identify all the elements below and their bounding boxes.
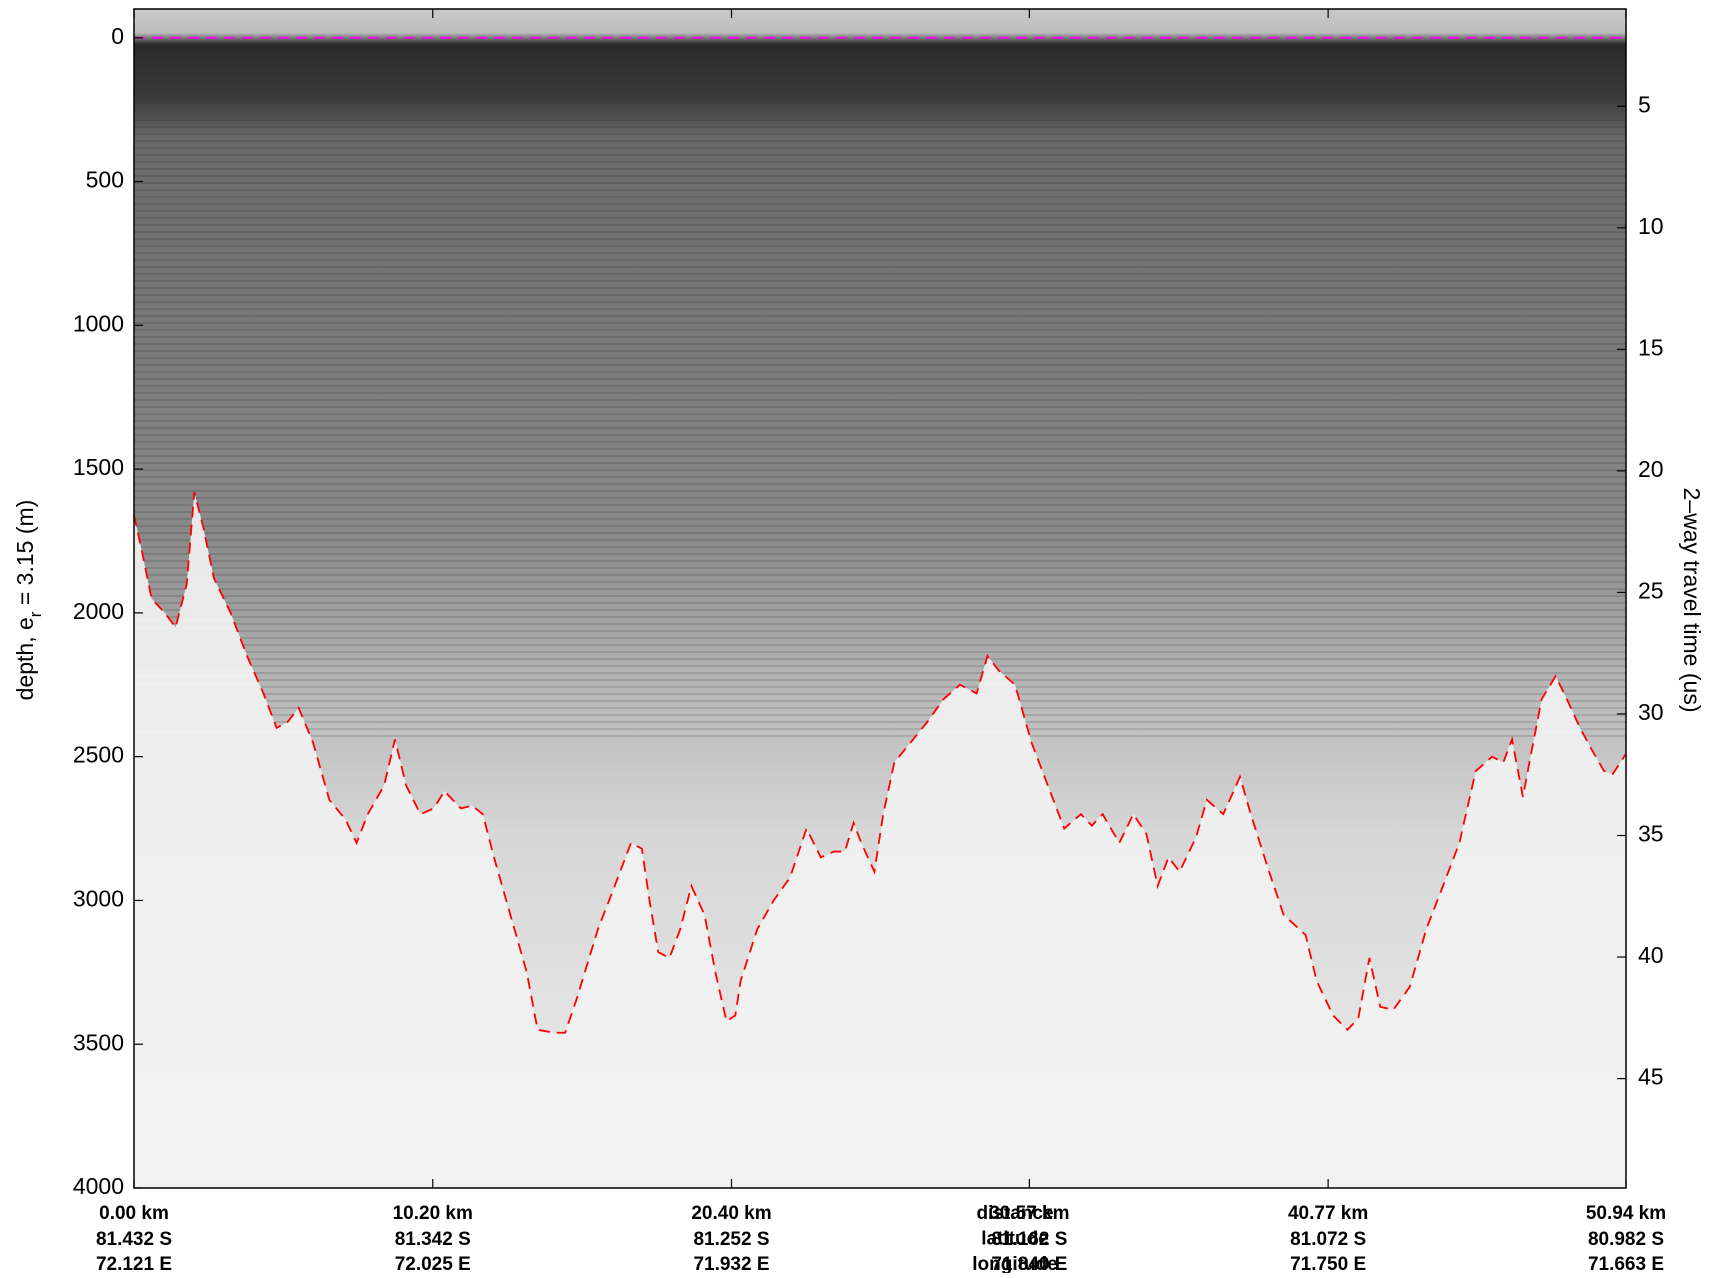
y-tick-label: 3000 (73, 886, 124, 912)
x-tick-label: 30.57 km (989, 1203, 1069, 1224)
y-label-subscript: r (26, 611, 45, 617)
latitude-label: 81.072 S (1290, 1229, 1366, 1250)
x-tick-label: 20.40 km (691, 1203, 771, 1224)
y-tick-label: 2500 (73, 742, 124, 768)
longitude-label: 72.121 E (96, 1254, 172, 1273)
y2-tick-label: 25 (1638, 578, 1664, 604)
y2-tick-label: 5 (1638, 91, 1651, 117)
y-axis-label: depth, er = 3.15 (m) (12, 500, 45, 701)
y-label-part: = 3.15 (m) (12, 500, 38, 612)
latitude-label: 81.342 S (395, 1229, 471, 1250)
radar-layers (134, 120, 1626, 740)
y-tick-label: 1500 (73, 454, 124, 480)
latitude-label: 80.982 S (1588, 1229, 1664, 1250)
y2-tick-label: 20 (1638, 456, 1664, 482)
row-label: distance (976, 1203, 1053, 1224)
y2-tick-label: 35 (1638, 821, 1664, 847)
longitude-label: 71.750 E (1290, 1254, 1366, 1273)
y2-tick-label: 40 (1638, 942, 1664, 968)
y-tick-label: 500 (86, 167, 124, 193)
y-tick-label: 4000 (73, 1173, 124, 1199)
series-line (133, 491, 1627, 1034)
y-tick-label: 0 (111, 23, 124, 49)
latitude-label: 81.432 S (96, 1229, 172, 1250)
longitude-label: 72.025 E (395, 1254, 471, 1273)
longitude-label: 71.840 E (991, 1254, 1067, 1273)
y-label-part: depth, e (12, 617, 38, 700)
y2-tick-label: 30 (1638, 699, 1664, 725)
y2-axis-label: 2–way travel time (us) (1679, 488, 1705, 713)
latitude-label: 81.162 S (991, 1229, 1067, 1250)
plot-frame (133, 8, 1627, 1189)
latitude-label: 81.252 S (693, 1229, 769, 1250)
row-label: longitude (972, 1254, 1057, 1273)
y-tick-label: 3500 (73, 1029, 124, 1055)
x-tick-label: 10.20 km (393, 1203, 473, 1224)
longitude-label: 71.663 E (1588, 1254, 1664, 1273)
marks (133, 36, 1627, 1189)
row-label: latitude (981, 1229, 1049, 1250)
y-tick-label: 1000 (73, 310, 124, 336)
y2-tick-label: 15 (1638, 334, 1664, 360)
x-tick-label: 50.94 km (1586, 1203, 1666, 1224)
longitude-label: 71.932 E (693, 1254, 769, 1273)
x-tick-label: 40.77 km (1288, 1203, 1368, 1224)
y2-tick-label: 10 (1638, 213, 1664, 239)
y2-tick-label: 45 (1638, 1064, 1664, 1090)
x-tick-label: 0.00 km (99, 1203, 169, 1224)
y-tick-label: 2000 (73, 598, 124, 624)
